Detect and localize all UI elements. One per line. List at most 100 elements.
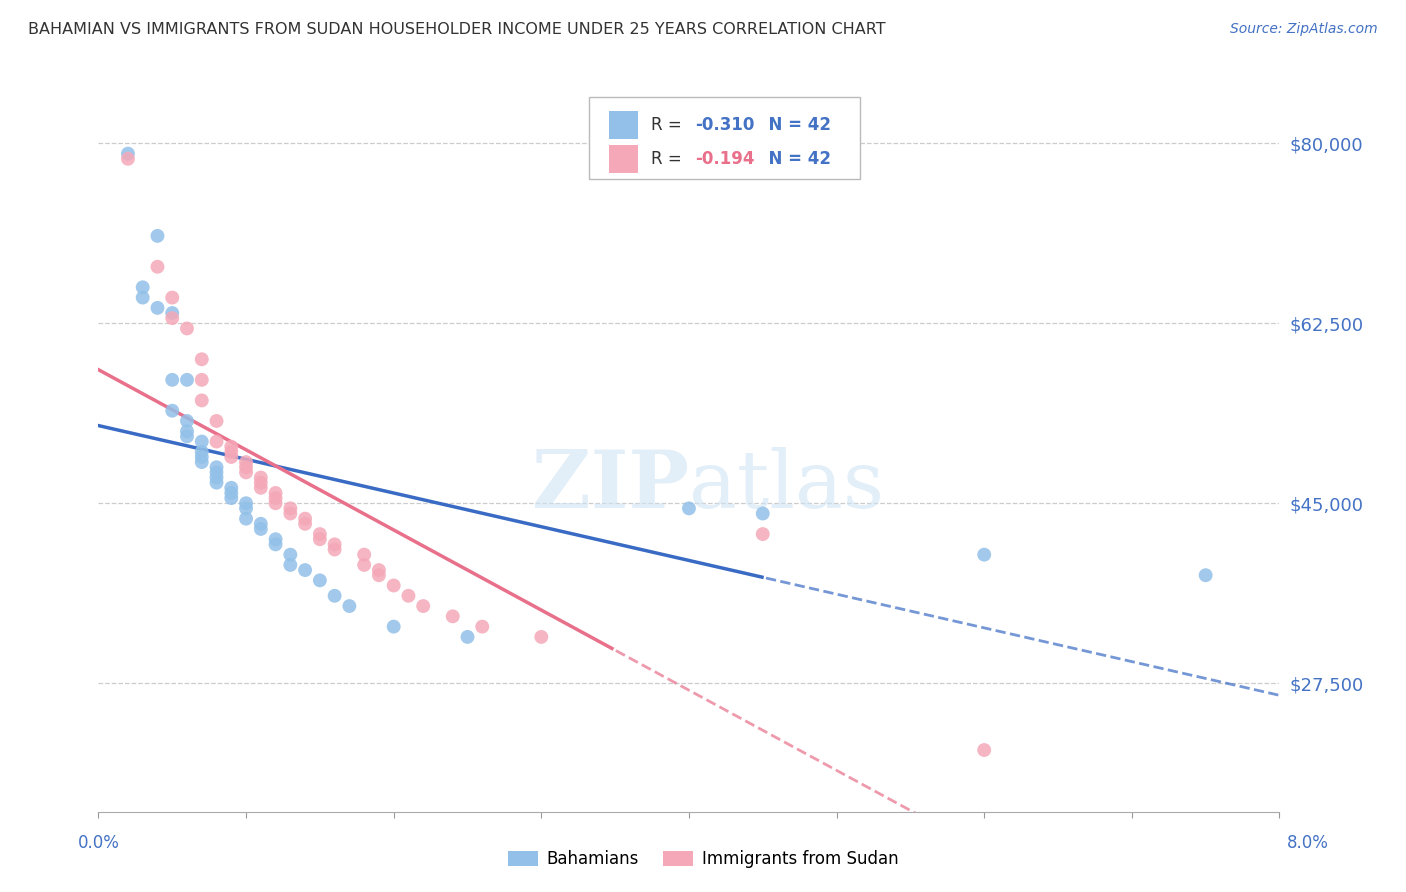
Point bbox=[221, 491, 243, 505]
Point bbox=[368, 563, 391, 577]
Point bbox=[176, 429, 198, 443]
Text: Source: ZipAtlas.com: Source: ZipAtlas.com bbox=[1230, 22, 1378, 37]
Point bbox=[752, 527, 775, 541]
Point bbox=[353, 548, 375, 562]
Point bbox=[221, 440, 243, 454]
Point bbox=[235, 511, 257, 525]
Point bbox=[382, 578, 405, 592]
Point bbox=[205, 414, 228, 428]
Point bbox=[205, 466, 228, 480]
Point bbox=[205, 460, 228, 475]
Point bbox=[146, 260, 169, 274]
Point bbox=[162, 311, 183, 326]
Text: atlas: atlas bbox=[689, 447, 884, 525]
Point bbox=[191, 352, 214, 367]
Text: N = 42: N = 42 bbox=[758, 150, 831, 168]
Point bbox=[280, 501, 302, 516]
Point bbox=[221, 445, 243, 459]
Point bbox=[412, 599, 434, 613]
Point bbox=[1195, 568, 1218, 582]
Point bbox=[176, 414, 198, 428]
Point bbox=[250, 522, 273, 536]
FancyBboxPatch shape bbox=[609, 111, 638, 139]
Point bbox=[250, 475, 273, 490]
Text: 0.0%: 0.0% bbox=[77, 834, 120, 852]
Point bbox=[162, 373, 183, 387]
Point bbox=[235, 455, 257, 469]
Point bbox=[280, 558, 302, 572]
Point bbox=[235, 466, 257, 480]
Text: BAHAMIAN VS IMMIGRANTS FROM SUDAN HOUSEHOLDER INCOME UNDER 25 YEARS CORRELATION : BAHAMIAN VS IMMIGRANTS FROM SUDAN HOUSEH… bbox=[28, 22, 886, 37]
Point bbox=[191, 373, 214, 387]
Point bbox=[191, 393, 214, 408]
Point bbox=[205, 434, 228, 449]
Point bbox=[146, 301, 169, 315]
Point bbox=[264, 537, 287, 551]
Point bbox=[176, 373, 198, 387]
Text: -0.194: -0.194 bbox=[695, 150, 755, 168]
Point bbox=[264, 496, 287, 510]
Point bbox=[309, 527, 332, 541]
Point bbox=[323, 542, 346, 557]
Point bbox=[339, 599, 361, 613]
Point bbox=[323, 589, 346, 603]
Point bbox=[191, 455, 214, 469]
Point bbox=[205, 470, 228, 484]
Point bbox=[235, 496, 257, 510]
Point bbox=[294, 563, 316, 577]
Point bbox=[457, 630, 479, 644]
Point bbox=[678, 501, 700, 516]
Point bbox=[221, 450, 243, 464]
Point bbox=[309, 533, 332, 547]
Point bbox=[117, 152, 139, 166]
Point bbox=[162, 306, 183, 320]
FancyBboxPatch shape bbox=[609, 145, 638, 173]
Point bbox=[309, 574, 332, 588]
Point bbox=[162, 403, 183, 417]
Point bbox=[132, 280, 155, 294]
Point bbox=[117, 146, 139, 161]
Point bbox=[382, 620, 405, 634]
Point bbox=[441, 609, 464, 624]
Point bbox=[162, 291, 183, 305]
Text: R =: R = bbox=[651, 150, 688, 168]
Point bbox=[294, 516, 316, 531]
Point bbox=[752, 507, 775, 521]
Point bbox=[235, 460, 257, 475]
Point bbox=[176, 424, 198, 438]
Point bbox=[973, 548, 995, 562]
Point bbox=[280, 507, 302, 521]
Point bbox=[191, 445, 214, 459]
Text: -0.310: -0.310 bbox=[695, 116, 754, 134]
Point bbox=[368, 568, 391, 582]
Point bbox=[264, 491, 287, 505]
Point bbox=[471, 620, 494, 634]
Point bbox=[191, 434, 214, 449]
Point bbox=[323, 537, 346, 551]
Point bbox=[294, 511, 316, 525]
Point bbox=[221, 481, 243, 495]
Text: ZIP: ZIP bbox=[531, 447, 689, 525]
FancyBboxPatch shape bbox=[589, 97, 860, 178]
Point bbox=[250, 516, 273, 531]
Point bbox=[973, 743, 995, 757]
Point bbox=[132, 291, 155, 305]
Point bbox=[250, 481, 273, 495]
Point bbox=[176, 321, 198, 335]
Text: N = 42: N = 42 bbox=[758, 116, 831, 134]
Point bbox=[398, 589, 420, 603]
Point bbox=[280, 548, 302, 562]
Point bbox=[235, 501, 257, 516]
Text: 8.0%: 8.0% bbox=[1286, 834, 1329, 852]
Legend: Bahamians, Immigrants from Sudan: Bahamians, Immigrants from Sudan bbox=[501, 844, 905, 875]
Point bbox=[264, 533, 287, 547]
Point bbox=[264, 486, 287, 500]
Point bbox=[205, 475, 228, 490]
Point bbox=[221, 486, 243, 500]
Point bbox=[191, 450, 214, 464]
Point bbox=[530, 630, 553, 644]
Point bbox=[250, 470, 273, 484]
Point bbox=[353, 558, 375, 572]
Text: R =: R = bbox=[651, 116, 688, 134]
Point bbox=[146, 228, 169, 243]
